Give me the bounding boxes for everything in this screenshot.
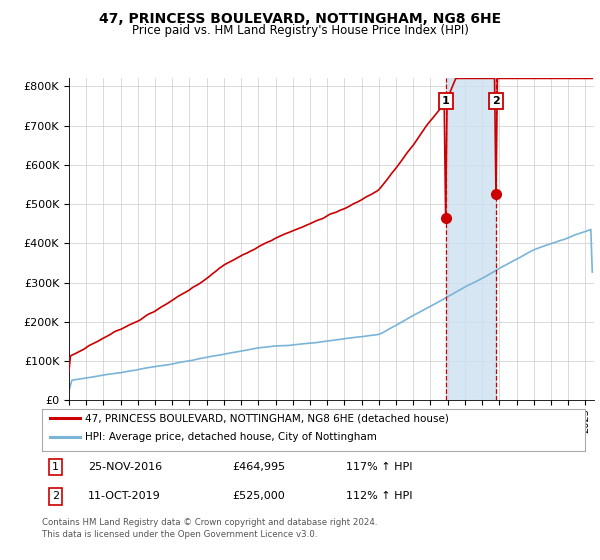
Text: HPI: Average price, detached house, City of Nottingham: HPI: Average price, detached house, City… [85, 432, 377, 442]
Text: 117% ↑ HPI: 117% ↑ HPI [346, 462, 413, 472]
Text: 2: 2 [52, 492, 59, 501]
Text: Price paid vs. HM Land Registry's House Price Index (HPI): Price paid vs. HM Land Registry's House … [131, 24, 469, 37]
Text: 1: 1 [52, 462, 59, 472]
Text: £525,000: £525,000 [232, 492, 285, 501]
Text: 47, PRINCESS BOULEVARD, NOTTINGHAM, NG8 6HE (detached house): 47, PRINCESS BOULEVARD, NOTTINGHAM, NG8 … [85, 413, 449, 423]
Text: 47, PRINCESS BOULEVARD, NOTTINGHAM, NG8 6HE: 47, PRINCESS BOULEVARD, NOTTINGHAM, NG8 … [99, 12, 501, 26]
Bar [446, 78, 496, 400]
Text: 112% ↑ HPI: 112% ↑ HPI [346, 492, 413, 501]
Text: £464,995: £464,995 [232, 462, 285, 472]
Text: Contains HM Land Registry data © Crown copyright and database right 2024.
This d: Contains HM Land Registry data © Crown c… [42, 518, 377, 539]
Text: 11-OCT-2019: 11-OCT-2019 [88, 492, 161, 501]
Text: 2: 2 [491, 96, 499, 106]
Text: 1: 1 [442, 96, 450, 106]
Text: 25-NOV-2016: 25-NOV-2016 [88, 462, 162, 472]
